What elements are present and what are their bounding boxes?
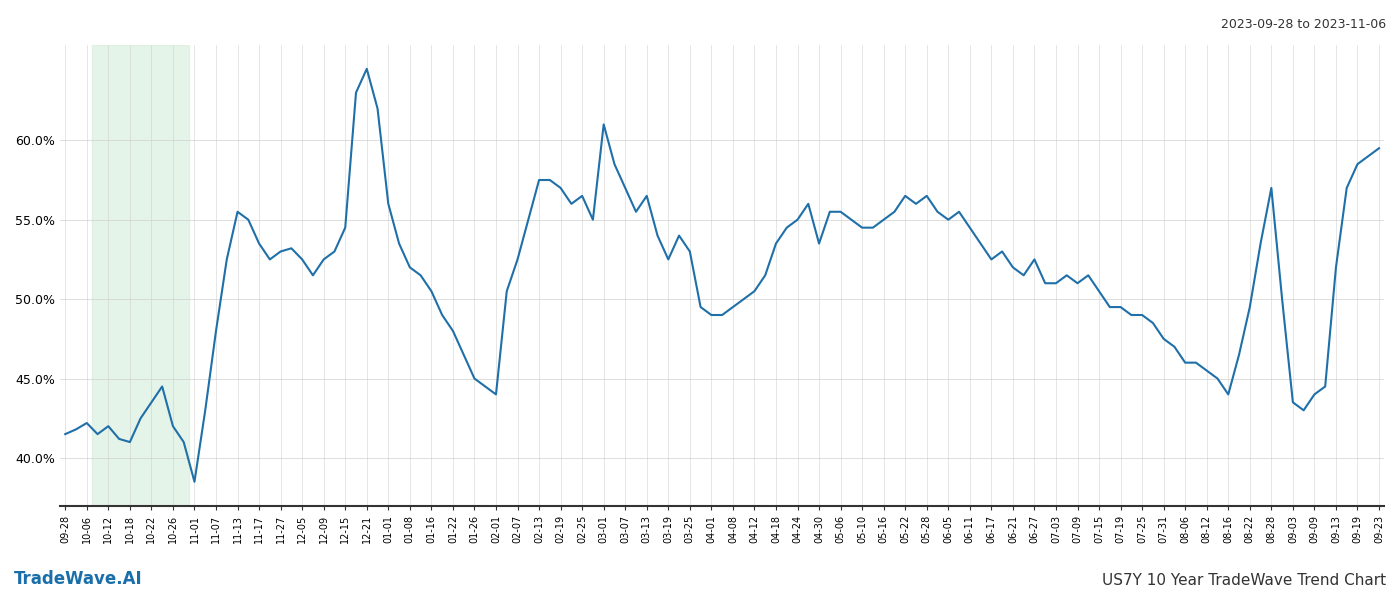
Text: US7Y 10 Year TradeWave Trend Chart: US7Y 10 Year TradeWave Trend Chart	[1102, 573, 1386, 588]
Text: TradeWave.AI: TradeWave.AI	[14, 570, 143, 588]
Text: 2023-09-28 to 2023-11-06: 2023-09-28 to 2023-11-06	[1221, 18, 1386, 31]
Bar	[92, 45, 189, 506]
